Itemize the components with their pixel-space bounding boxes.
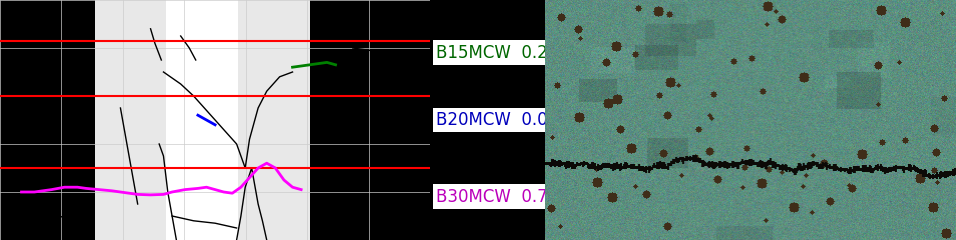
FancyBboxPatch shape xyxy=(95,0,166,240)
FancyBboxPatch shape xyxy=(166,0,238,240)
FancyBboxPatch shape xyxy=(238,0,310,240)
Text: B30MCW  0.7 mm: B30MCW 0.7 mm xyxy=(436,188,585,206)
Text: B20MCW  0.05 mm: B20MCW 0.05 mm xyxy=(436,111,596,129)
Text: B15MCW  0.2 mm: B15MCW 0.2 mm xyxy=(436,44,585,62)
FancyBboxPatch shape xyxy=(95,0,310,240)
